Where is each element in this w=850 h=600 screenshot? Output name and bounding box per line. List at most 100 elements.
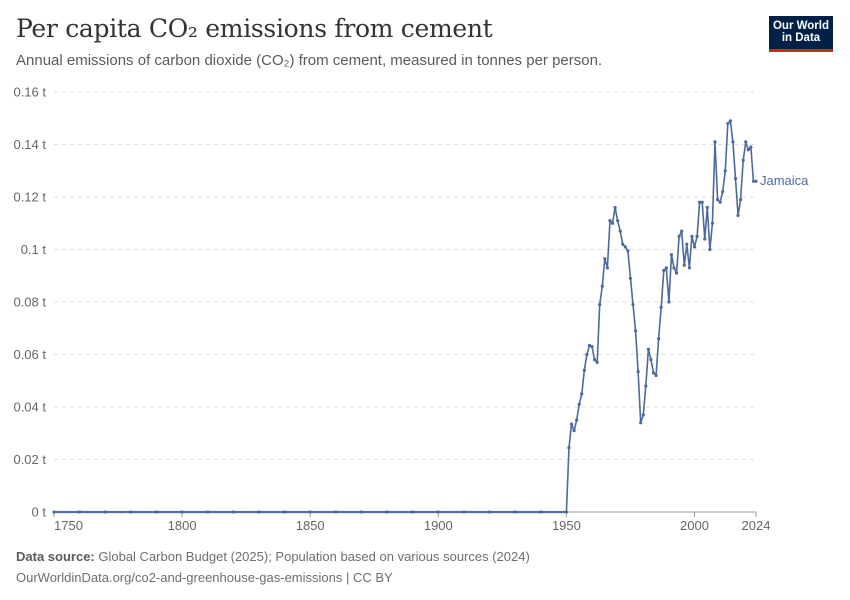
data-point — [639, 421, 643, 425]
data-point — [413, 510, 417, 514]
data-point — [359, 510, 364, 514]
data-point — [518, 510, 522, 514]
data-point — [398, 510, 402, 514]
data-point — [124, 510, 128, 514]
data-point — [62, 510, 66, 514]
data-point — [52, 510, 56, 514]
data-point — [314, 510, 317, 514]
data-point — [68, 510, 71, 514]
data-point — [311, 510, 315, 514]
data-point — [344, 510, 348, 514]
source-url-line[interactable]: OurWorldinData.org/co2-and-greenhouse-ga… — [16, 570, 393, 585]
data-point — [431, 510, 435, 514]
data-point — [564, 510, 569, 514]
data-point — [524, 510, 527, 514]
data-point — [557, 510, 561, 514]
data-point — [472, 510, 476, 514]
data-point — [334, 510, 338, 514]
data-point — [585, 352, 589, 357]
data-point — [495, 510, 499, 514]
data-point — [460, 510, 463, 514]
data-point — [201, 510, 204, 514]
data-point — [262, 510, 266, 514]
data-point — [154, 510, 159, 514]
data-point — [396, 510, 399, 514]
data-point — [170, 510, 174, 514]
data-point — [367, 510, 371, 514]
data-point — [70, 510, 74, 514]
data-point — [641, 413, 645, 417]
x-tick-label: 2024 — [742, 518, 771, 533]
data-point — [462, 510, 466, 514]
owid-logo[interactable]: Our World in Data — [769, 16, 833, 52]
data-point — [605, 266, 610, 270]
data-point — [111, 510, 115, 514]
data-point — [73, 510, 76, 514]
data-point — [470, 510, 473, 514]
data-point — [454, 510, 458, 514]
data-point — [211, 510, 215, 514]
data-point — [731, 140, 735, 144]
data-point — [321, 510, 325, 514]
chart-title: Per capita CO₂ emissions from cement — [16, 14, 493, 43]
data-point — [669, 253, 674, 257]
data-point — [592, 358, 597, 362]
data-point — [746, 148, 750, 152]
data-point — [562, 510, 566, 514]
data-point — [577, 402, 581, 406]
data-point — [231, 510, 235, 514]
data-point — [196, 510, 199, 514]
data-point — [298, 510, 302, 514]
data-point — [728, 119, 732, 123]
data-point — [587, 343, 592, 347]
data-point — [319, 510, 322, 514]
data-point — [636, 369, 640, 374]
data-point — [567, 446, 571, 450]
series-layer: Jamaica — [52, 119, 809, 514]
data-point — [521, 510, 525, 514]
data-point — [690, 234, 694, 238]
data-point — [216, 510, 220, 514]
data-point — [157, 510, 161, 514]
data-point — [282, 510, 287, 514]
data-point — [667, 300, 671, 304]
data-source-line: Data source: Global Carbon Budget (2025)… — [16, 549, 530, 564]
data-point — [646, 347, 650, 351]
data-point — [687, 266, 691, 270]
data-point — [278, 510, 281, 514]
data-point — [380, 510, 384, 514]
series-label[interactable]: Jamaica — [760, 173, 809, 188]
y-tick-label: 0.08 t — [13, 295, 46, 310]
data-point — [142, 510, 145, 514]
logo-line-1: Our World — [772, 20, 829, 32]
data-point — [78, 510, 82, 514]
data-point — [618, 229, 622, 233]
data-point — [224, 510, 227, 514]
data-point — [408, 510, 412, 514]
data-point — [595, 360, 599, 364]
data-point — [626, 249, 630, 253]
data-point — [375, 510, 379, 514]
y-tick-label: 0.04 t — [13, 400, 46, 415]
data-point — [685, 242, 689, 246]
data-point — [244, 510, 248, 514]
data-point — [616, 219, 620, 223]
data-point — [674, 271, 679, 275]
data-point — [134, 510, 138, 514]
data-source-label: Data source: — [16, 549, 95, 564]
data-point — [378, 510, 381, 514]
data-point — [424, 510, 427, 514]
data-point — [554, 510, 558, 514]
data-point — [401, 510, 404, 514]
data-point — [132, 510, 135, 514]
data-point — [152, 510, 156, 514]
data-point — [575, 418, 579, 422]
data-point — [503, 510, 507, 514]
data-point — [252, 510, 256, 514]
data-point — [221, 510, 225, 514]
data-point — [649, 358, 653, 362]
data-point — [214, 510, 217, 514]
data-point — [749, 145, 753, 149]
data-point — [57, 510, 61, 514]
data-point — [239, 510, 243, 514]
